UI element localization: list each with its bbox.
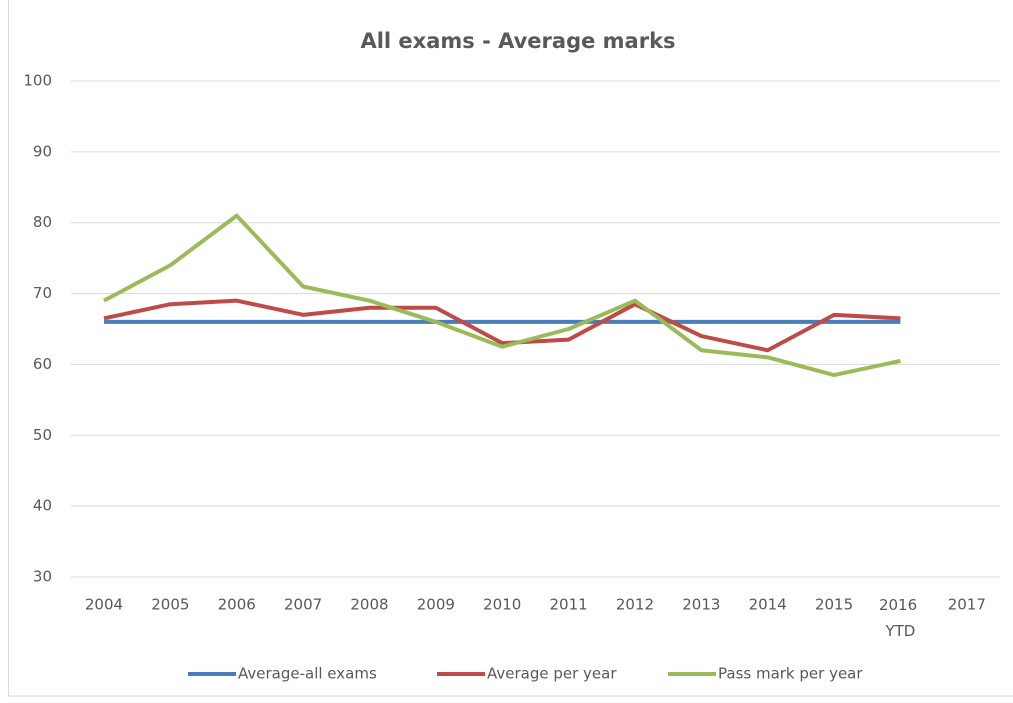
y-tick-label: 50 — [33, 426, 52, 444]
x-tick-label: 2015 — [815, 596, 853, 614]
x-tick-label: 2004 — [85, 596, 123, 614]
series-line — [103, 298, 901, 353]
x-tick-label: 2012 — [616, 596, 654, 614]
legend-label: Average per year — [487, 665, 617, 683]
x-tick-label: 2009 — [417, 596, 455, 614]
y-tick-label: 80 — [33, 213, 52, 231]
series-line — [103, 213, 901, 378]
y-tick-label: 90 — [33, 142, 52, 160]
chart-title: All exams - Average marks — [360, 29, 675, 53]
y-tick-label: 100 — [23, 72, 52, 90]
x-tick-label: 2016 YTD — [879, 596, 922, 640]
x-tick-label: 2013 — [682, 596, 720, 614]
y-tick-label: 40 — [33, 497, 52, 515]
x-tick-label: 2008 — [350, 596, 388, 614]
x-tick-label: 2005 — [151, 596, 189, 614]
legend-label: Pass mark per year — [718, 665, 863, 683]
x-tick-label: 2011 — [549, 596, 587, 614]
y-tick-label: 30 — [33, 568, 52, 586]
y-tick-label: 70 — [33, 284, 52, 302]
y-tick-label: 60 — [33, 355, 52, 373]
x-tick-label: 2017 — [948, 596, 986, 614]
x-tick-label: 2007 — [284, 596, 322, 614]
x-tick-label: 2014 — [749, 596, 787, 614]
chart-frame — [8, 0, 1013, 697]
legend-label: Average-all exams — [238, 665, 377, 683]
x-tick-label: 2010 — [483, 596, 521, 614]
x-tick-label: 2006 — [218, 596, 256, 614]
